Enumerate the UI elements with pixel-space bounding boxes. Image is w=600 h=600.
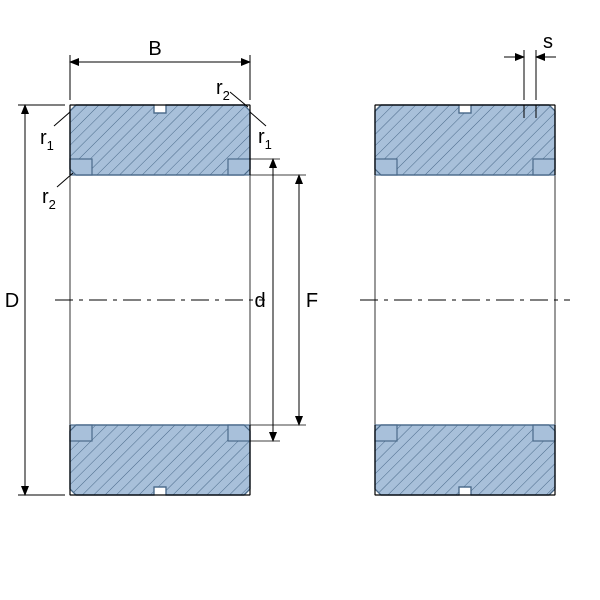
callout-r1-top: r1 [250, 112, 272, 152]
callout-r1-left: r1 [40, 112, 70, 153]
label-B: B [148, 38, 161, 60]
callout-r2-top: r2 [216, 77, 248, 107]
bottom-ring [70, 425, 250, 495]
bearing-cross-section-diagram: B D d F r2 r [0, 0, 600, 600]
svg-text:r1: r1 [40, 127, 54, 153]
left-view: B D d F r2 r [5, 38, 318, 495]
label-F: F [306, 290, 318, 312]
top-ring [70, 105, 250, 175]
svg-text:r2: r2 [216, 77, 230, 103]
label-d: d [254, 290, 265, 312]
svg-text:r2: r2 [42, 186, 56, 212]
svg-text:r1: r1 [258, 126, 272, 152]
callout-r2-left: r2 [42, 173, 73, 212]
dim-s: s [504, 31, 556, 100]
label-D: D [5, 290, 19, 312]
dim-d: d [250, 159, 280, 441]
label-s: s [543, 31, 553, 53]
right-view: s [360, 31, 570, 495]
